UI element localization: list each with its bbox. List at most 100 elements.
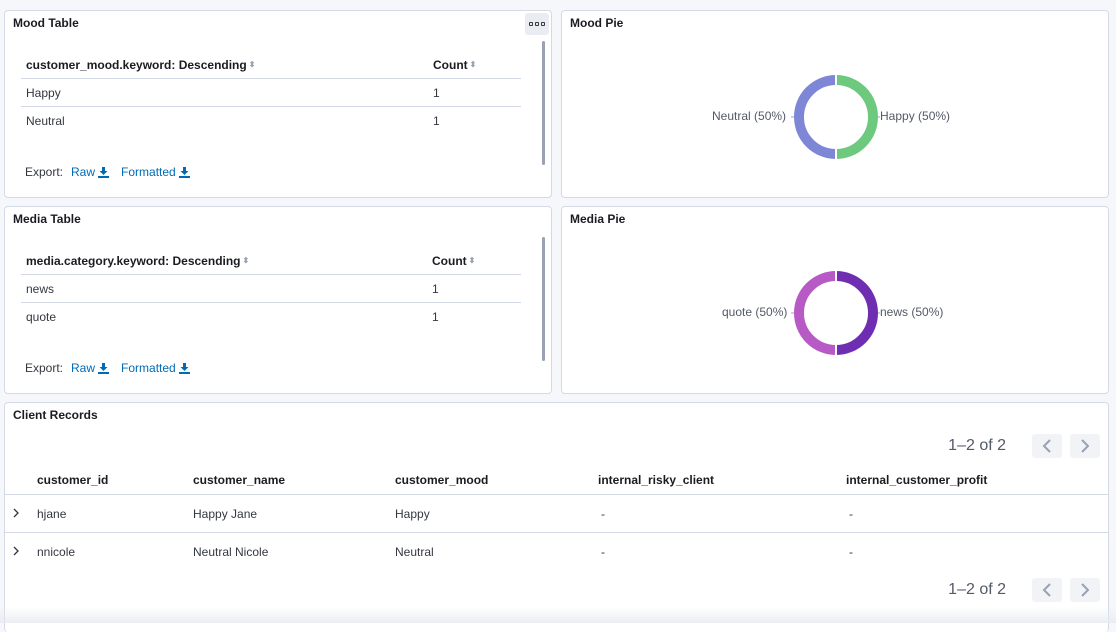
expand-row-icon[interactable] [13,545,20,559]
export-label: Export: [25,361,64,375]
previous-page-button[interactable] [1032,578,1062,602]
expand-row-icon[interactable] [13,507,20,521]
cell-key: Happy [26,85,61,100]
slice-label-right: news (50%) [880,305,944,319]
cell-count: 1 [432,310,439,324]
column-header-label: Count [432,253,467,268]
export-formatted-label: Formatted [121,361,176,375]
slice-right[interactable] [835,75,878,159]
cell-key: news [26,281,55,296]
slice-right[interactable] [835,271,878,355]
client-records-panel: Client Records 1–2 of 2 customer_id cust… [4,402,1109,632]
column-header-label: customer_mood.keyword: Descending [26,57,247,72]
media-donut-chart[interactable] [562,207,1110,395]
export-bar: Export: Raw Formatted [25,361,202,375]
export-formatted-link[interactable]: Formatted [121,361,190,375]
table-row: Happy 1 [21,79,521,107]
export-raw-link[interactable]: Raw [71,361,110,375]
table-row: quote 1 [21,303,521,331]
export-raw-label: Raw [71,361,96,375]
cell-customer-mood: Neutral [395,545,434,559]
sort-icon: ⬍ [242,256,250,266]
mood-table-panel: Mood Table customer_mood.keyword: Descen… [4,10,552,198]
slice-left[interactable] [794,75,837,159]
pagination-text: 1–2 of 2 [948,581,1006,598]
media-data-table: media.category.keyword: Descending ⬍ Coun… [21,247,521,331]
column-header-label: Count [433,57,468,72]
export-bar: Export: Raw Formatted [25,165,202,179]
download-icon [98,166,110,178]
cell-key: quote [26,310,57,324]
chevron-left-icon [1042,583,1051,597]
cell-customer-name: Happy Jane [193,506,258,521]
bottom-fade [0,607,1116,623]
column-header-customer-id[interactable]: customer_id [37,472,109,487]
cell-internal-customer-profit: - [849,545,853,559]
table-header-row: customer_mood.keyword: Descending ⬍ Count… [21,51,521,79]
export-raw-label: Raw [71,165,96,179]
pagination-bottom: 1–2 of 2 [948,578,1100,602]
column-header-count[interactable]: Count ⬍ [433,58,476,72]
mood-donut-chart[interactable] [562,11,1110,199]
cell-internal-risky-client: - [601,506,605,521]
pagination-top: 1–2 of 2 [948,434,1100,458]
media-table-panel: Media Table media.category.keyword: Desc… [4,206,552,394]
download-icon [98,362,110,374]
download-icon [178,166,190,178]
scrollbar[interactable] [542,237,545,361]
table-row[interactable]: nnicole Neutral Nicole Neutral - - [5,533,1108,571]
column-header-key[interactable]: media.category.keyword: Descending ⬍ [26,254,249,268]
media-pie-panel: Media Pie quote (50%) news (50%) [561,206,1109,394]
export-formatted-link[interactable]: Formatted [121,165,190,179]
sort-icon: ⬍ [468,256,476,266]
scrollbar[interactable] [542,41,545,165]
sort-icon: ⬍ [248,60,256,70]
panel-title: Media Pie [570,212,626,226]
column-header-internal-customer-profit[interactable]: internal_customer_profit [846,472,988,487]
cell-count: 1 [433,114,440,128]
cell-customer-mood: Happy [395,506,430,521]
column-header-label: media.category.keyword: Descending [26,253,241,268]
cell-customer-id: nnicole [37,545,76,559]
slice-label-right: Happy (50%) [880,109,951,123]
table-header-row: media.category.keyword: Descending ⬍ Coun… [21,247,521,275]
panel-options-button[interactable] [525,13,549,35]
cell-customer-id: hjane [37,506,67,521]
slice-left[interactable] [794,271,837,355]
chevron-right-icon [1081,583,1090,597]
panel-title: Client Records [13,408,98,422]
previous-page-button[interactable] [1032,434,1062,458]
panel-title: Mood Pie [570,16,624,30]
chevron-right-icon [1081,439,1090,453]
download-icon [178,362,190,374]
column-header-count[interactable]: Count ⬍ [432,254,475,268]
table-row[interactable]: hjane Happy Jane Happy - - [5,495,1108,533]
column-header-key[interactable]: customer_mood.keyword: Descending ⬍ [26,58,255,72]
cell-internal-risky-client: - [601,545,605,559]
cell-internal-customer-profit: - [849,506,853,521]
panel-title: Media Table [13,212,81,226]
export-formatted-label: Formatted [121,165,176,179]
export-raw-link[interactable]: Raw [71,165,110,179]
cell-key: Neutral [26,114,65,128]
cell-count: 1 [432,281,439,296]
sort-icon: ⬍ [469,60,477,70]
cell-customer-name: Neutral Nicole [193,545,269,559]
slice-label-left: quote (50%) [722,305,788,319]
records-header-row: customer_id customer_name customer_mood … [5,465,1108,495]
chevron-left-icon [1042,439,1051,453]
next-page-button[interactable] [1070,578,1100,602]
mood-pie-panel: Mood Pie Neutral (50%) Happy (50%) [561,10,1109,198]
next-page-button[interactable] [1070,434,1100,458]
export-label: Export: [25,165,64,179]
column-header-customer-name[interactable]: customer_name [193,472,286,487]
panel-options-icon [529,22,545,26]
column-header-customer-mood[interactable]: customer_mood [395,472,489,487]
column-header-internal-risky-client[interactable]: internal_risky_client [598,472,715,487]
mood-data-table: customer_mood.keyword: Descending ⬍ Count… [21,51,521,135]
slice-label-left: Neutral (50%) [712,109,787,123]
table-row: Neutral 1 [21,107,521,135]
cell-count: 1 [433,85,440,100]
table-row: news 1 [21,275,521,303]
pagination-text: 1–2 of 2 [948,437,1006,454]
